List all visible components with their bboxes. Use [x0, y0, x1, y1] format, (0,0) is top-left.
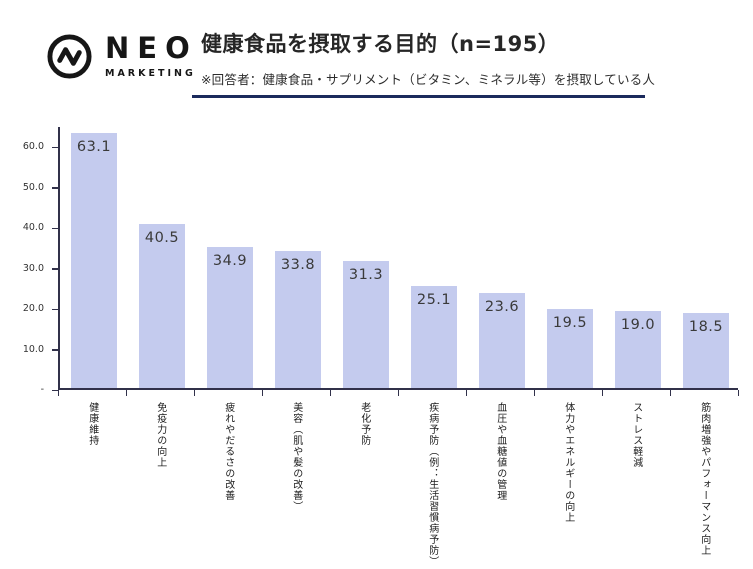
bar — [343, 261, 389, 388]
x-axis-tick-mark — [193, 390, 195, 396]
y-axis-tick-mark — [52, 146, 58, 149]
bar-slot: 63.1 — [60, 125, 128, 388]
x-axis-category-label: 疾病予防（例：生活習慣病予防） — [426, 402, 438, 567]
x-axis-category-slot: 血圧や血糖値の管理 — [466, 402, 534, 501]
x-axis-category-label: 疲れやだるさの改善 — [222, 402, 234, 501]
neo-marketing-logo: NEO MARKETING — [46, 33, 198, 80]
bar-value-label: 25.1 — [416, 292, 452, 309]
bar — [411, 286, 457, 388]
y-axis-tick-mark — [52, 389, 58, 391]
logo-text: NEO MARKETING — [105, 31, 198, 80]
plot-area: 63.1 40.5 34.9 33.8 31.3 25.1 23.6 19.5 19.0 18.5 — [58, 127, 738, 390]
bar-slot: 18.5 — [672, 125, 740, 388]
x-axis-tick-mark — [125, 390, 127, 396]
x-axis-category-slot: 疾病予防（例：生活習慣病予防） — [398, 402, 466, 567]
y-axis-tick-label: 10.0 — [22, 343, 44, 355]
y-axis-tick-mark — [52, 187, 58, 189]
x-axis-category-label: 老化予防 — [358, 402, 370, 446]
bar-slot: 34.9 — [196, 125, 264, 388]
bar-slot: 19.0 — [604, 125, 672, 388]
x-axis-category-label: 体力やエネルギーの向上 — [562, 402, 574, 523]
x-axis-category-slot: 体力やエネルギーの向上 — [534, 402, 602, 523]
page-title: 健康食品を摂取する目的（n=195） — [201, 32, 560, 56]
x-axis-category-slot: 健康維持 — [58, 402, 126, 446]
y-axis-tick-mark — [52, 268, 58, 270]
bar — [683, 313, 729, 388]
bar-slot: 31.3 — [332, 125, 400, 388]
x-axis-category-label: 血圧や血糖値の管理 — [494, 402, 506, 501]
y-axis-tick-label: 20.0 — [22, 303, 44, 315]
bar-value-label: 19.5 — [552, 315, 588, 332]
x-axis-category-label: 筋肉増強やパフォーマンス向上 — [698, 402, 710, 556]
x-axis-tick-mark — [465, 390, 467, 396]
bar-slot: 19.5 — [536, 125, 604, 388]
bar-value-label: 63.1 — [76, 138, 112, 155]
bar-value-label: 23.6 — [484, 298, 520, 315]
bar-value-label: 33.8 — [280, 257, 316, 274]
bar — [547, 309, 593, 388]
bar — [479, 292, 525, 388]
x-axis-tick-mark — [57, 390, 59, 396]
pulse-circle-icon — [47, 34, 92, 79]
bar — [71, 132, 117, 388]
logo-sub-text: MARKETING — [105, 68, 196, 79]
x-axis-category-slot: ストレス軽減 — [602, 402, 670, 468]
x-axis-tick-mark — [533, 390, 535, 396]
bar-value-label: 34.9 — [212, 252, 248, 269]
bar-slot: 40.5 — [128, 125, 196, 388]
x-axis-category-slot: 老化予防 — [330, 402, 398, 446]
y-axis-tick-label: - — [40, 384, 44, 395]
x-axis-category-slot: 筋肉増強やパフォーマンス向上 — [670, 402, 738, 556]
bar — [139, 224, 185, 388]
x-axis-labels: 健康維持 免疫力の向上 疲れやだるさの改善 美容（肌や髪の改善） 老化予防 疾病予防（例：… — [58, 402, 738, 567]
y-axis-tick-mark — [52, 227, 58, 230]
title-block: 健康食品を摂取する目的（n=195） ※回答者：健康食品・サプリメント（ビタミン… — [201, 28, 741, 88]
x-axis-category-slot: 美容（肌や髪の改善） — [262, 402, 330, 512]
x-axis-tick-mark — [737, 390, 739, 396]
x-axis-tick-mark — [601, 390, 603, 396]
x-axis-tick-mark — [329, 390, 331, 396]
x-axis-category-label: 美容（肌や髪の改善） — [290, 402, 302, 512]
y-axis-tick-label: 30.0 — [22, 262, 44, 274]
x-axis-category-label: ストレス軽減 — [630, 402, 642, 468]
bar-slot: 23.6 — [468, 125, 536, 388]
bar-value-label: 40.5 — [144, 230, 180, 247]
logo-brand-text: NEO — [105, 31, 198, 65]
y-axis-tick-label: 50.0 — [22, 181, 44, 193]
y-axis-tick-label: 60.0 — [22, 141, 44, 153]
bar-slot: 33.8 — [264, 125, 332, 388]
x-axis-category-label: 免疫力の向上 — [154, 402, 166, 468]
bar-value-label: 31.3 — [348, 267, 384, 284]
bar-slot: 25.1 — [400, 125, 468, 388]
bar — [615, 311, 661, 388]
bar — [275, 251, 321, 388]
y-axis-tick-mark — [52, 308, 58, 311]
bar-value-label: 18.5 — [688, 319, 724, 336]
bar — [207, 246, 253, 388]
page-subtitle: ※回答者：健康食品・サプリメント（ビタミン、ミネラル等）を摂取している人 — [201, 72, 656, 87]
x-axis-tick-mark — [397, 390, 399, 396]
x-axis-category-label: 健康維持 — [86, 402, 98, 446]
title-underline — [192, 95, 645, 98]
y-axis-tick-label: 40.0 — [22, 222, 44, 234]
x-axis-tick-mark — [261, 390, 263, 396]
y-axis-tick-mark — [52, 349, 58, 351]
x-axis-category-slot: 免疫力の向上 — [126, 402, 194, 468]
x-axis-category-slot: 疲れやだるさの改善 — [194, 402, 262, 501]
bar-value-label: 19.0 — [620, 317, 656, 334]
x-axis-tick-mark — [669, 390, 671, 396]
